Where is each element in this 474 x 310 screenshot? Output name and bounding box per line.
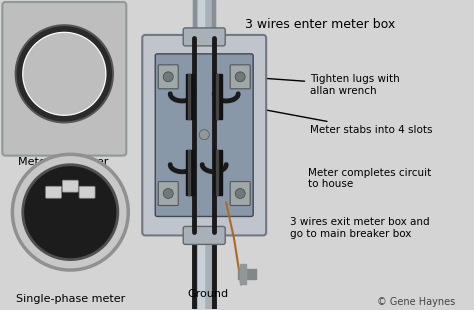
Circle shape bbox=[163, 188, 173, 198]
Text: Meter completes circuit
to house: Meter completes circuit to house bbox=[308, 168, 431, 189]
Bar bbox=[193, 0, 196, 309]
FancyBboxPatch shape bbox=[46, 186, 62, 198]
Circle shape bbox=[235, 72, 245, 82]
Text: Single-phase meter: Single-phase meter bbox=[16, 294, 125, 304]
FancyBboxPatch shape bbox=[183, 28, 225, 46]
FancyBboxPatch shape bbox=[79, 186, 95, 198]
Circle shape bbox=[163, 72, 173, 82]
FancyBboxPatch shape bbox=[62, 180, 78, 192]
Text: Meter stabs into 4 slots: Meter stabs into 4 slots bbox=[247, 105, 433, 135]
Text: Ground: Ground bbox=[188, 289, 229, 299]
Text: © Gene Haynes: © Gene Haynes bbox=[377, 297, 455, 307]
Bar bbox=[186, 150, 194, 194]
Circle shape bbox=[17, 26, 112, 122]
Bar bbox=[214, 150, 222, 194]
Bar bbox=[212, 0, 215, 309]
Bar bbox=[186, 74, 194, 119]
FancyBboxPatch shape bbox=[142, 35, 266, 235]
Bar bbox=[193, 0, 215, 309]
Text: Tighten lugs with
allan wrench: Tighten lugs with allan wrench bbox=[247, 74, 400, 95]
Text: 3 wires exit meter box and
go to main breaker box: 3 wires exit meter box and go to main br… bbox=[290, 218, 430, 239]
FancyBboxPatch shape bbox=[158, 182, 178, 206]
Circle shape bbox=[12, 154, 128, 270]
Circle shape bbox=[235, 188, 245, 198]
Circle shape bbox=[23, 33, 105, 115]
Bar bbox=[216, 74, 218, 119]
FancyBboxPatch shape bbox=[183, 226, 225, 244]
Bar bbox=[198, 0, 204, 309]
Text: Meter box cover: Meter box cover bbox=[18, 157, 109, 166]
FancyBboxPatch shape bbox=[2, 2, 126, 156]
FancyBboxPatch shape bbox=[158, 65, 178, 89]
Circle shape bbox=[23, 165, 118, 259]
Bar bbox=[188, 150, 190, 194]
FancyBboxPatch shape bbox=[230, 182, 250, 206]
Bar bbox=[238, 269, 256, 279]
Text: 3 wires enter meter box: 3 wires enter meter box bbox=[245, 18, 395, 31]
Bar bbox=[240, 264, 246, 284]
FancyBboxPatch shape bbox=[155, 54, 253, 216]
Circle shape bbox=[199, 130, 209, 140]
FancyBboxPatch shape bbox=[230, 65, 250, 89]
Bar bbox=[216, 150, 218, 194]
Bar bbox=[214, 74, 222, 119]
Bar bbox=[188, 74, 190, 119]
